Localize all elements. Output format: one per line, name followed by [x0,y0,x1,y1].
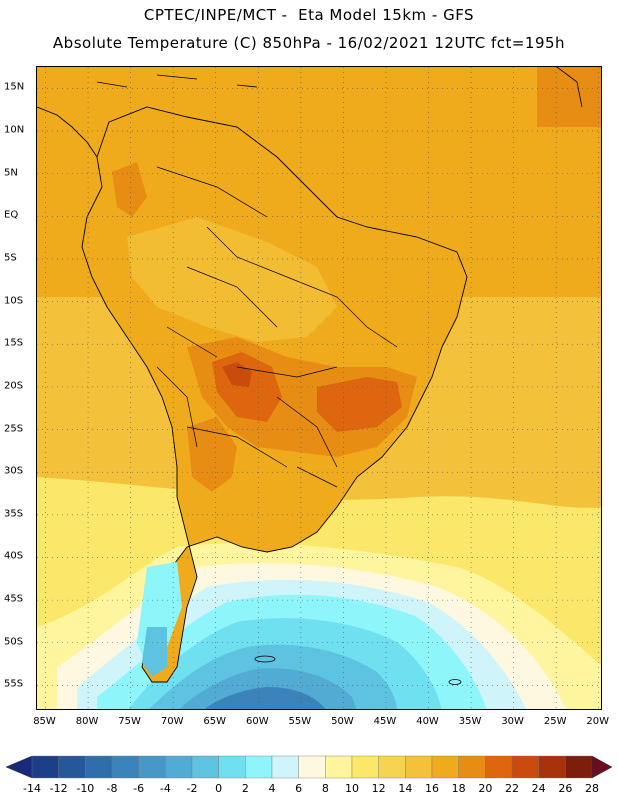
longitude-label: 40W [416,716,439,727]
longitude-label: 45W [373,716,397,727]
colorbar-swatch [511,755,539,779]
latitude-label: 15N [4,81,25,93]
colorbar-swatch [298,755,326,779]
colorbar-tick-label: 0 [215,782,223,795]
colorbar-tick-label: 16 [425,782,439,795]
latitude-label: 5N [4,167,18,179]
colorbar-tick-label: -10 [76,782,95,795]
latitude-label: 20S [4,380,24,392]
colorbar-swatch [485,755,513,779]
colorbar-swatch [405,755,433,779]
colorbar-swatch [85,755,113,779]
colorbar-tick-label: -4 [159,782,171,795]
colorbar-tick-label: 12 [371,782,386,795]
colorbar-tick-label: 20 [478,782,493,795]
colorbar-swatch [378,755,406,779]
colorbar-tick-label: 18 [451,782,466,795]
longitude-label: 30W [501,716,524,727]
warm-patch-andes-north [112,162,147,217]
colorbar-tick-label: 26 [558,782,573,795]
longitude-label: 75W [118,716,141,727]
colorbar-tick-label: 24 [531,782,546,795]
caribbean-islands [96,67,583,108]
colorbar-swatch [111,755,139,779]
longitude-label: 50W [331,716,354,727]
latitude-label: 50S [4,636,24,648]
hot-patch-argentina [187,417,237,492]
latitude-label: 45S [4,593,24,605]
longitude-label: 85W [33,716,56,727]
colorbar-swatch [58,755,86,779]
latitude-label: 10S [4,295,24,307]
latitude-label: 25S [4,423,24,435]
colorbar-swatch [538,755,566,779]
latitude-label: 30S [4,465,24,477]
colorbar-tick-label: -6 [133,782,145,795]
colorbar-swatch [191,755,219,779]
colorbar-swatch [31,755,59,779]
colorbar-swatch [351,755,379,779]
colorbar-tick-label: 28 [585,782,599,795]
colorbar-swatch [458,755,486,779]
cold-patch-southern-tip [142,627,167,677]
colorbar-tick-label: -8 [106,782,118,795]
map-subtitle: Absolute Temperature (C) 850hPa - 16/02/… [52,34,566,52]
longitude-label: 60W [245,716,269,727]
color-scale-bar [5,755,613,779]
latitude-label: 15S [4,337,24,349]
colorbar-tick-label: 10 [345,782,359,795]
longitude-label: 65W [203,716,227,727]
colorbar-swatch [431,755,459,779]
country-borders [156,166,398,488]
northeast-warm-patch [537,67,601,127]
colorbar-tick-label: -2 [186,782,198,795]
colorbar-underflow-arrow [5,755,33,779]
colorbar-swatch [138,755,166,779]
colorbar-swatch [271,755,299,779]
longitude-label: 55W [288,716,312,727]
longitude-label: 70W [160,716,184,727]
colorbar-swatch [325,755,353,779]
colorbar-tick-label: -12 [49,782,68,795]
falkland-islands [254,655,276,663]
longitude-label: 35W [458,716,482,727]
colorbar-tick-label: 22 [505,782,519,795]
latitude-label: 5S [4,252,17,264]
colorbar-swatch [218,755,246,779]
map-title: CPTEC/INPE/MCT - Eta Model 15km - GFS [143,6,475,24]
colorbar-tick-label: 14 [398,782,413,795]
hot-patch-southeast [317,377,402,432]
longitude-label: 20W [586,716,610,727]
warm-patch-amazon [127,217,337,342]
colorbar-tick-label: 8 [321,782,329,795]
latitude-label: EQ [4,209,19,221]
longitude-label: 25W [543,716,567,727]
temperature-map [36,66,602,710]
colorbar-tick-label: 6 [295,782,303,795]
colorbar-swatch [565,755,593,779]
ocean-band-minus8 [204,687,326,709]
colorbar-overflow-arrow [591,755,613,779]
latitude-label: 40S [4,550,24,562]
colorbar-tick-label: -14 [23,782,41,795]
latitude-label: 35S [4,508,24,520]
colorbar-tick-label: 2 [241,782,249,795]
colorbar-tick-label: 4 [268,782,276,795]
longitude-label: 80W [75,716,99,727]
map-canvas [37,67,601,709]
colorbar-swatch [245,755,273,779]
latitude-label: 55S [4,678,24,690]
south-atlantic-island [448,679,462,685]
central-america-coast [37,106,98,158]
latitude-label: 10N [4,124,25,136]
colorbar-swatch [165,755,193,779]
